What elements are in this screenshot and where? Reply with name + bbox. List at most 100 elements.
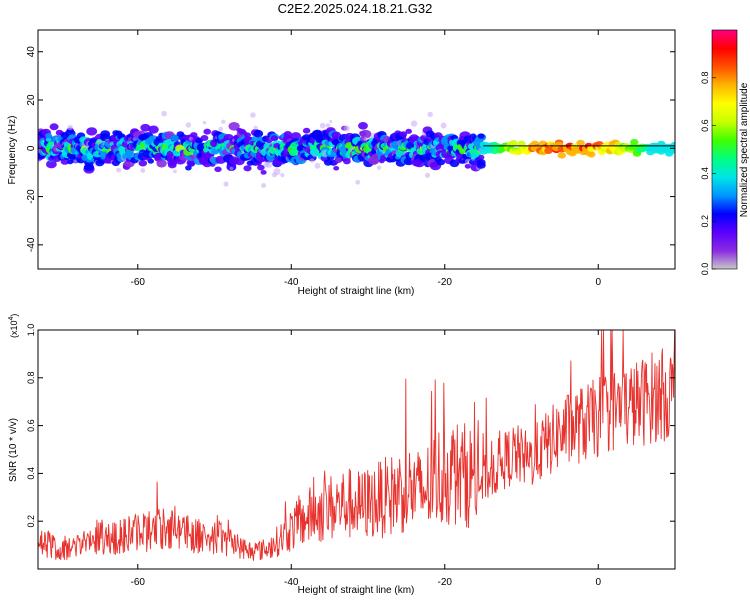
heatmap-cell [243,165,252,172]
heatmap-cell [302,127,311,134]
heatmap-y-tick-label: 20 [26,94,37,106]
colorbar-tick-label: 0.6 [700,119,710,132]
heatmap-cell [476,161,486,169]
heatmap-cell [147,158,154,164]
heatmap-cell [576,139,585,147]
heatmap-y-label: Frequency (Hz) [7,116,18,185]
heatmap-cell [148,125,159,134]
heatmap-y-ticks: -40 -20 0 20 40 [26,46,675,252]
heatmap-cell [314,162,321,169]
heatmap-cell [260,170,267,175]
snr-x-ticks: -60 -40 -20 0 [131,330,601,588]
colorbar: 0.0 0.2 0.4 0.6 0.8 Normalized spectral ampl… [700,29,750,276]
snr-y-multiplier-base: (x10 [9,320,19,338]
heatmap-y-tick-label: 40 [26,46,37,58]
heatmap-cell [173,169,177,174]
heatmap-x-tick-label: -20 [438,277,453,288]
heatmap-cells [38,110,675,188]
colorbar-tick-label: 0.0 [700,263,710,276]
heatmap-cell [333,166,340,171]
heatmap-cell [261,183,267,188]
snr-y-tick-label: 1.0 [26,324,36,337]
heatmap-cell [424,172,431,178]
heatmap-cell [376,165,382,170]
snr-y-tick-label: 0.4 [26,467,36,480]
heatmap-cell [185,122,192,128]
heatmap-panel: -60 -40 -20 0 -40 -20 0 20 40 Height of straigh… [7,29,676,297]
page-title: C2E2.2025.024.18.21.G32 [277,1,433,16]
colorbar-tick-label: 0.2 [700,215,710,228]
heatmap-x-label: Height of straight line (km) [298,286,415,297]
heatmap-y-tick-label: 0 [26,145,37,151]
svg-text:(x104): (x104) [8,314,19,338]
heatmap-cell [325,123,331,128]
snr-y-tick-label: 0.2 [26,515,36,528]
heatmap-cell [329,119,333,123]
heatmap-cell [238,128,246,135]
heatmap-y-tick-label: -40 [26,237,37,252]
colorbar-tick-label: 0.8 [700,72,710,85]
heatmap-cell [203,128,211,135]
heatmap-cell [358,122,368,130]
heatmap-cell [290,132,301,140]
heatmap-cell [464,163,471,169]
snr-y-tick-label: 0.8 [26,372,36,385]
heatmap-cell [185,165,192,171]
heatmap-cell [244,132,251,138]
heatmap-cell [218,126,223,132]
heatmap-cell [343,125,350,132]
heatmap-cell [228,122,240,131]
heatmap-cell [265,161,273,168]
heatmap-cell [83,163,95,172]
heatmap-cell [116,167,122,173]
heatmap-cell [46,160,57,169]
heatmap-cell [186,159,196,167]
colorbar-frame [711,29,738,270]
heatmap-cell [229,166,234,171]
heatmap-cell [319,122,326,129]
heatmap-cell [49,123,59,131]
snr-y-tick-label: 0.6 [26,419,36,432]
heatmap-cell [309,158,315,163]
heatmap-cell [223,181,229,187]
colorbar-ticks: 0.0 0.2 0.4 0.6 0.8 [700,72,716,276]
heatmap-x-tick-label: -40 [284,277,299,288]
snr-x-tick-label: -60 [131,577,146,588]
colorbar-label: Normalized spectral amplitude [739,82,750,217]
snr-x-tick-label: -40 [284,577,299,588]
heatmap-cell [140,168,146,173]
heatmap-cell [587,151,596,158]
heatmap-cell [170,134,180,141]
heatmap-cell [410,120,418,127]
heatmap-cell [45,137,52,142]
snr-y-label: SNR (10 * v/v) [8,418,19,482]
heatmap-cell [670,141,675,149]
snr-y-multiplier-close: ) [9,314,19,317]
heatmap-cell [427,111,433,118]
colorbar-tick-label: 0.4 [700,167,710,180]
heatmap-x-tick-label: 0 [595,277,601,288]
heatmap-cell [221,119,226,125]
heatmap-cell [343,158,351,165]
heatmap-cell [273,168,281,176]
snr-x-tick-label: -20 [438,577,453,588]
heatmap-cell [355,179,361,185]
snr-y-multiplier: (x104) [8,314,19,338]
heatmap-cell [202,120,207,125]
heatmap-cell [436,158,446,166]
heatmap-cell [253,129,264,138]
snr-x-label: Height of straight line (km) [298,585,415,596]
snr-y-ticks: 0.2 0.4 0.6 0.8 1.0 [26,324,675,528]
heatmap-cell [283,131,292,138]
heatmap-cell [280,173,285,178]
heatmap-cell [270,135,279,142]
snr-frame [37,329,676,570]
heatmap-cell [335,157,343,163]
heatmap-cell [477,133,485,139]
heatmap-cell [253,125,258,131]
heatmap-cell [200,135,209,141]
heatmap-cell [440,122,447,129]
heatmap-x-tick-label: -60 [131,277,146,288]
snr-x-tick-label: 0 [595,577,601,588]
heatmap-cell [630,138,639,146]
